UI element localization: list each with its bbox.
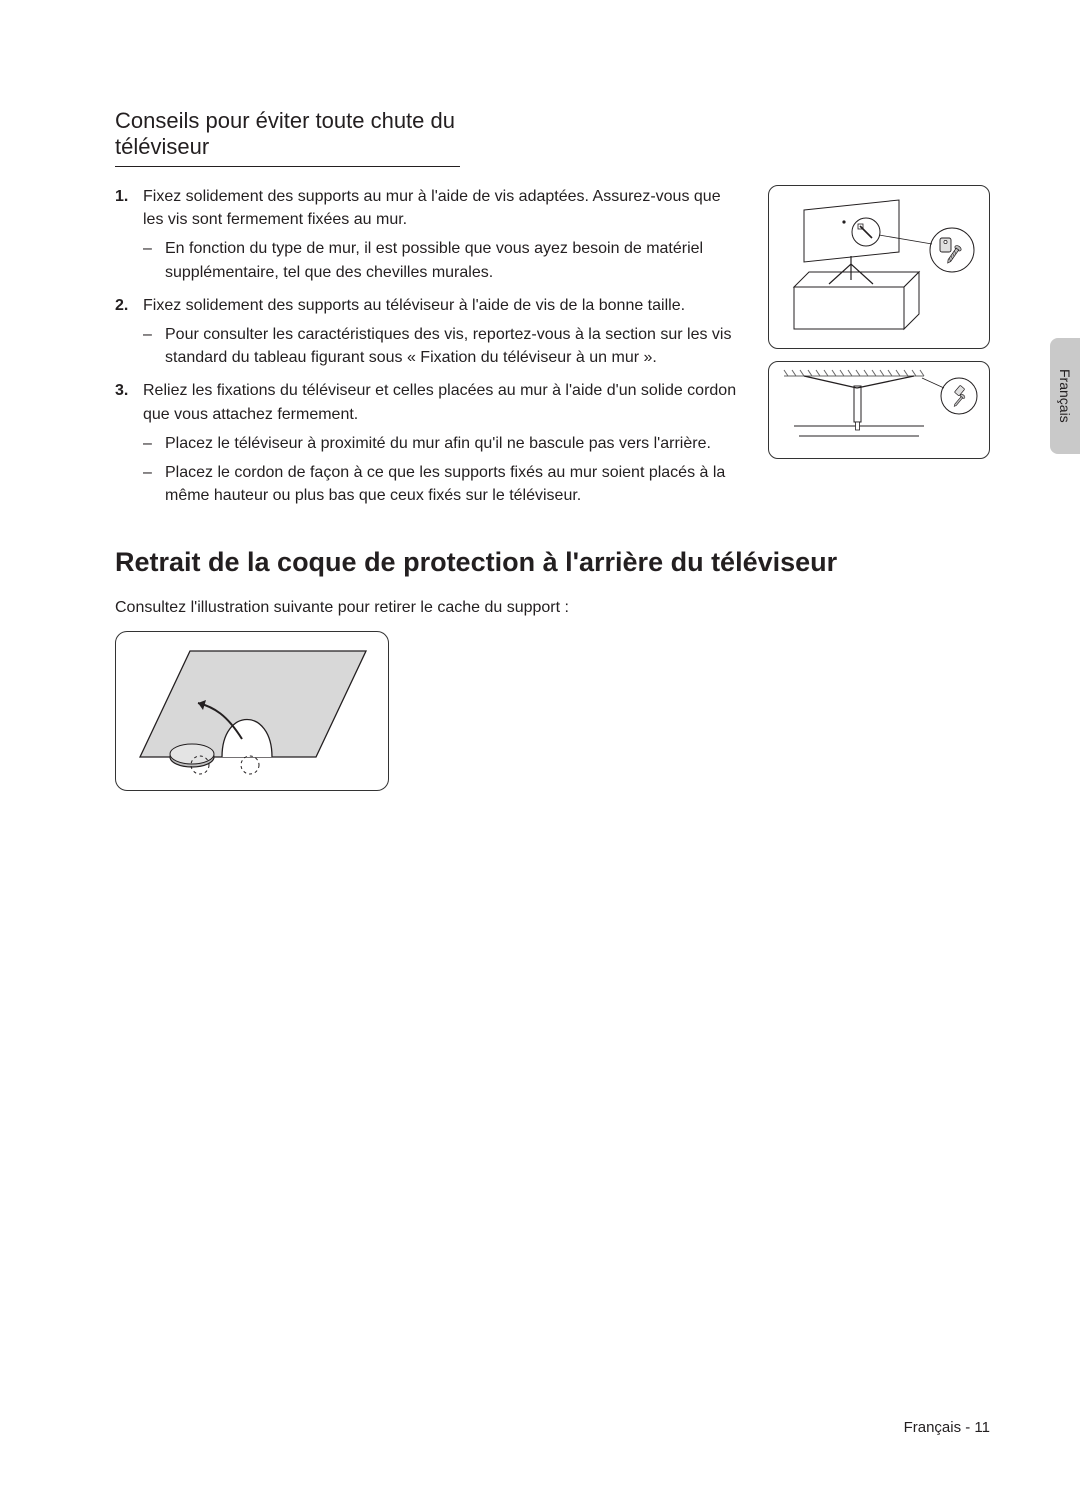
- figure-wall-tether: [768, 361, 990, 459]
- section-title: Conseils pour éviter toute chute du télé…: [115, 108, 460, 167]
- sub-item-1a: En fonction du type de mur, il est possi…: [143, 237, 738, 283]
- list-item-2-text: Fixez solidement des supports au télévis…: [143, 297, 685, 314]
- body-after-h2: Consultez l'illustration suivante pour r…: [115, 596, 990, 619]
- page: Conseils pour éviter toute chute du télé…: [0, 0, 1080, 1494]
- figure-column: [768, 185, 990, 517]
- sub-list-1: En fonction du type de mur, il est possi…: [143, 237, 738, 283]
- list-item-3: Reliez les fixations du téléviseur et ce…: [115, 379, 738, 507]
- sub-item-3b: Placez le cordon de façon à ce que les s…: [143, 461, 738, 507]
- content-row: Fixez solidement des supports au mur à l…: [115, 185, 990, 517]
- language-side-tab: Français: [1050, 338, 1080, 454]
- figure-tv-cabinet: [768, 185, 990, 349]
- sub-list-2: Pour consulter les caractéristiques des …: [143, 323, 738, 369]
- list-item-3-text: Reliez les fixations du téléviseur et ce…: [143, 382, 736, 422]
- h2-title: Retrait de la coque de protection à l'ar…: [115, 547, 990, 578]
- sub-item-3a: Placez le téléviseur à proximité du mur …: [143, 432, 738, 455]
- wall-tether-icon: [774, 366, 984, 454]
- side-tab-label: Français: [1057, 369, 1073, 423]
- list-item-2: Fixez solidement des supports au télévis…: [115, 294, 738, 370]
- remove-cover-icon: [122, 637, 382, 785]
- page-footer: Français - 11: [904, 1419, 990, 1436]
- list-item-1: Fixez solidement des supports au mur à l…: [115, 185, 738, 284]
- tv-cabinet-icon: [774, 192, 984, 342]
- sub-item-2a: Pour consulter les caractéristiques des …: [143, 323, 738, 369]
- list-item-1-text: Fixez solidement des supports au mur à l…: [143, 188, 721, 228]
- text-column: Fixez solidement des supports au mur à l…: [115, 185, 738, 517]
- sub-list-3: Placez le téléviseur à proximité du mur …: [143, 432, 738, 508]
- figure-remove-cover: [115, 631, 389, 791]
- main-ordered-list: Fixez solidement des supports au mur à l…: [115, 185, 738, 507]
